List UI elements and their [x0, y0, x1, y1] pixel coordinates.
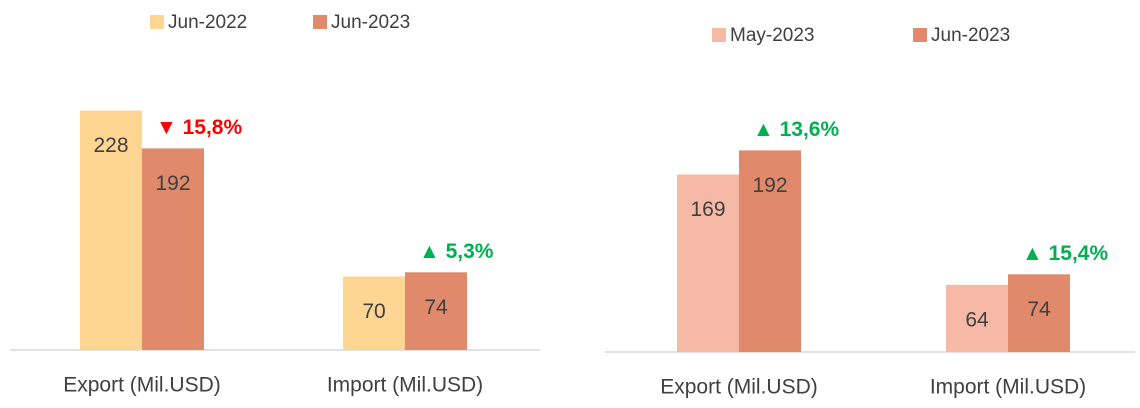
data-label: 192 [752, 174, 787, 197]
x-tick-label: Import (Mil.USD) [327, 374, 483, 397]
data-label: 70 [362, 300, 385, 323]
bar [142, 148, 204, 350]
data-label: 64 [965, 308, 989, 331]
legend-label: Jun-2023 [931, 25, 1010, 46]
bar [739, 150, 801, 352]
x-tick-label: Export (Mil.USD) [63, 374, 221, 397]
annotation: ▼ 15,8% [156, 116, 242, 139]
legend-label: Jun-2023 [331, 12, 410, 33]
data-label: 192 [155, 172, 190, 195]
x-tick-label: Import (Mil.USD) [930, 376, 1086, 399]
legend-label: May-2023 [730, 25, 815, 46]
data-label: 74 [1027, 298, 1051, 321]
legend-swatch [313, 15, 327, 29]
legend-label: Jun-2022 [168, 12, 247, 33]
bar [946, 284, 1008, 352]
legend-swatch [150, 15, 164, 29]
data-label: 74 [424, 296, 448, 319]
bar [405, 272, 467, 350]
bar [343, 276, 405, 350]
legend-swatch [913, 28, 927, 42]
annotation: ▲ 15,4% [1022, 242, 1108, 265]
x-tick-label: Export (Mil.USD) [660, 376, 818, 399]
annotation: ▲ 13,6% [753, 118, 839, 141]
annotation: ▲ 5,3% [419, 240, 494, 263]
bar [1008, 274, 1070, 352]
bar [80, 110, 142, 350]
data-label: 169 [690, 198, 725, 221]
legend-swatch [712, 28, 726, 42]
bar [677, 174, 739, 352]
data-label: 228 [93, 134, 128, 157]
